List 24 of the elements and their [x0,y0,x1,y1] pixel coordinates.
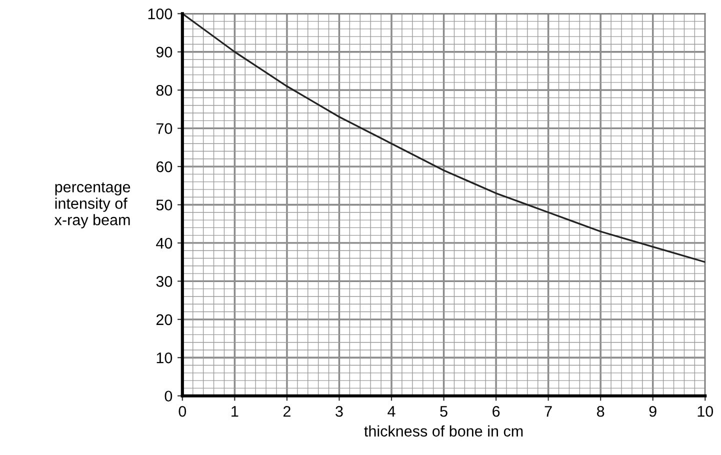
y-tick-label: 80 [156,84,172,96]
x-tick-label: 3 [336,406,343,417]
x-tick-label: 5 [440,406,448,417]
y-tick-label: 50 [156,200,172,210]
y-axis-title: percentage intensity of x-ray beam [54,182,130,228]
y-tick-label: 60 [156,161,172,172]
x-axis-title: thickness of bone in cm [364,425,523,437]
x-tick-label: 8 [597,406,604,417]
y-tick-label: 10 [156,352,172,364]
x-tick-label: 10 [698,406,714,417]
y-tick-label: 90 [156,46,172,58]
x-tick-label: 0 [178,406,186,417]
x-tick-label: 6 [492,406,500,417]
y-tick-label: 40 [156,238,172,249]
x-tick-label: 7 [544,406,552,417]
y-tick-label: 30 [156,276,172,287]
y-tick-label: 0 [164,390,172,402]
y-tick-label: 70 [156,123,172,134]
x-tick-label: 9 [649,406,656,417]
y-tick-label: 100 [148,8,172,20]
x-tick-label: 1 [232,406,238,417]
y-tick-label: 20 [156,314,172,326]
x-tick-label: 4 [388,406,396,417]
x-tick-label: 2 [283,406,290,417]
